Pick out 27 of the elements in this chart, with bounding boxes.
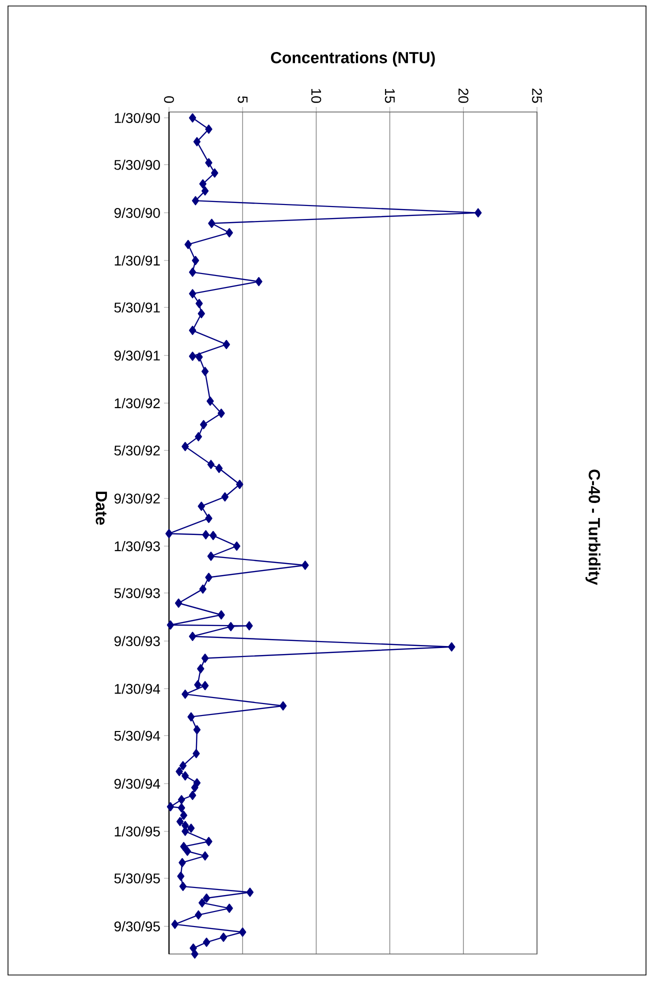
y-tick-label: 9/30/94: [114, 778, 160, 789]
y-tick-label: 1/30/92: [114, 398, 160, 408]
y-tick-label: 9/30/93: [114, 636, 160, 646]
y-tick-label: 1/30/93: [114, 540, 160, 552]
y-tick-label: 1/30/95: [114, 826, 160, 836]
y-tick-label: 5/30/95: [114, 873, 160, 884]
x-tick-label: 15: [384, 88, 395, 103]
x-tick-label: 10: [311, 88, 322, 103]
y-tick-label: 1/30/90: [114, 112, 160, 124]
y-tick-label: 5/30/91: [114, 302, 160, 313]
x-tick-label: 25: [532, 88, 542, 103]
y-tick-label: 9/30/92: [114, 493, 160, 504]
x-tick-label: 5: [238, 96, 248, 103]
y-tick-label: 5/30/94: [114, 730, 160, 741]
y-tick-label: 9/30/95: [114, 921, 160, 932]
x-axis-title: Concentrations (NTU): [270, 52, 435, 66]
y-axis-title: Date: [96, 492, 107, 525]
text: C-40 - Turbidity: [586, 470, 600, 586]
y-tick-label: 9/30/90: [114, 208, 160, 218]
y-tick-label: 9/30/91: [114, 350, 160, 361]
y-tick-label: 1/30/94: [114, 684, 160, 694]
y-tick-label: 5/30/92: [114, 445, 160, 456]
y-tick-label: 5/30/90: [114, 160, 160, 170]
y-tick-label: 5/30/93: [114, 588, 160, 598]
y-tick-label: 1/30/91: [114, 255, 160, 266]
x-tick-label: 0: [164, 96, 174, 103]
x-tick-label: 20: [458, 88, 468, 103]
